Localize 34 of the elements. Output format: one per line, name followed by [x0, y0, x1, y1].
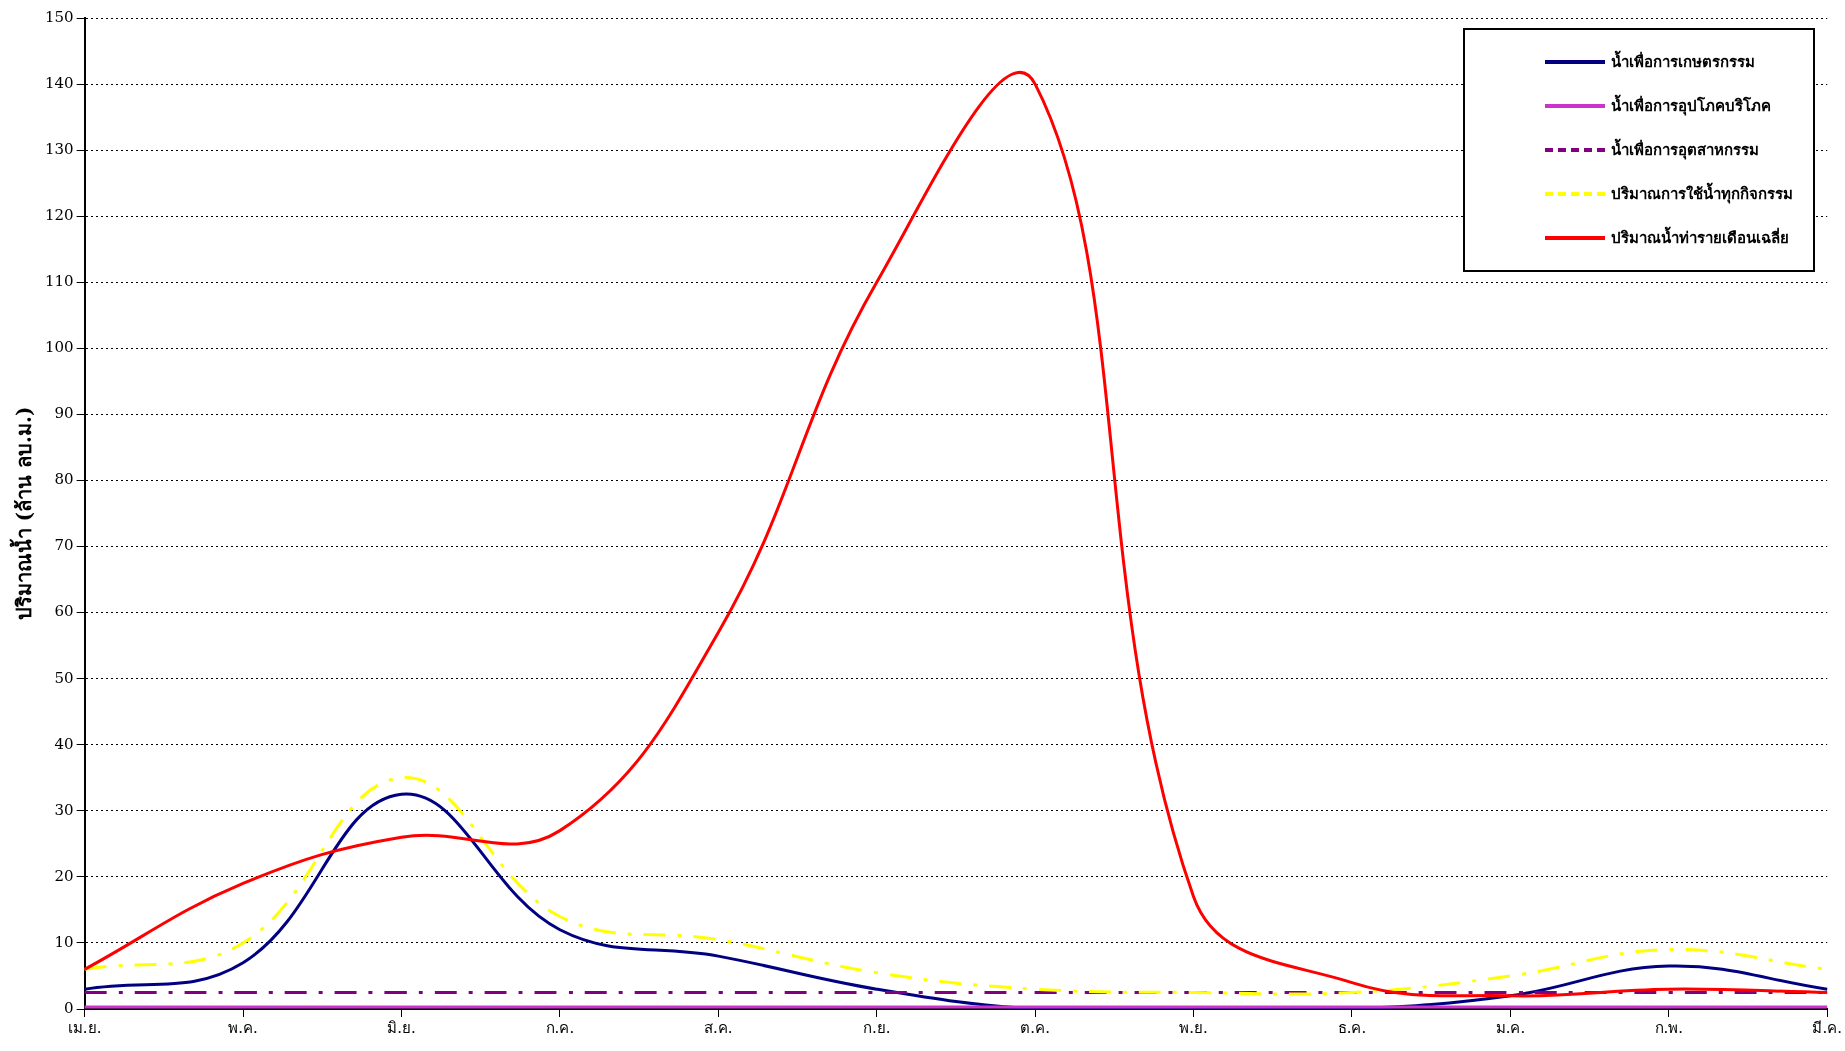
x-tick-label: ต.ค. — [1020, 1018, 1050, 1037]
x-tick-label: ส.ค. — [704, 1018, 733, 1037]
legend-label: น้ำเพื่อการอุปโภคบริโภค — [1610, 93, 1772, 118]
y-tick-label: 30 — [54, 800, 74, 819]
x-tick-label: พ.ค. — [228, 1018, 258, 1037]
y-tick-label: 100 — [44, 338, 74, 357]
x-tick-label: ก.ย. — [862, 1018, 891, 1037]
x-tick-label: เม.ย. — [67, 1018, 102, 1037]
y-tick-label: 120 — [44, 206, 74, 225]
x-tick-label: มิ.ย. — [387, 1018, 416, 1037]
x-tick-label: ก.ค. — [545, 1018, 575, 1037]
y-tick-label: 140 — [44, 73, 74, 92]
x-tick-label: ก.พ. — [1654, 1018, 1684, 1037]
y-tick-label: 40 — [54, 734, 74, 753]
legend-label: ปริมาณการใช้น้ำทุกกิจกรรม — [1610, 181, 1793, 206]
legend-label: ปริมาณน้ำท่ารายเดือนเฉลี่ย — [1610, 225, 1790, 249]
y-tick-label: 110 — [44, 272, 74, 291]
x-tick-label: พ.ย. — [1179, 1018, 1208, 1037]
y-tick-label: 60 — [54, 602, 74, 621]
legend-label: น้ำเพื่อการอุตสาหกรรม — [1610, 137, 1760, 162]
x-tick-label: มี.ค. — [1812, 1018, 1843, 1037]
y-tick-label: 20 — [54, 866, 74, 885]
y-tick-label: 90 — [54, 404, 74, 423]
y-axis-title: ปริมาณน้ำ (ล้าน ลบ.ม.) — [9, 406, 37, 621]
x-tick-label: ธ.ค. — [1337, 1018, 1367, 1037]
y-tick-label: 130 — [44, 140, 74, 159]
y-tick-label: 0 — [64, 998, 74, 1017]
y-tick-label: 150 — [44, 7, 74, 26]
x-tick-label: ม.ค. — [1495, 1018, 1526, 1037]
y-tick-label: 10 — [54, 932, 74, 951]
y-tick-label: 50 — [54, 668, 74, 687]
legend-label: น้ำเพื่อการเกษตรกรรม — [1610, 49, 1756, 73]
y-tick-label: 80 — [54, 470, 74, 489]
y-tick-label: 70 — [54, 536, 74, 555]
